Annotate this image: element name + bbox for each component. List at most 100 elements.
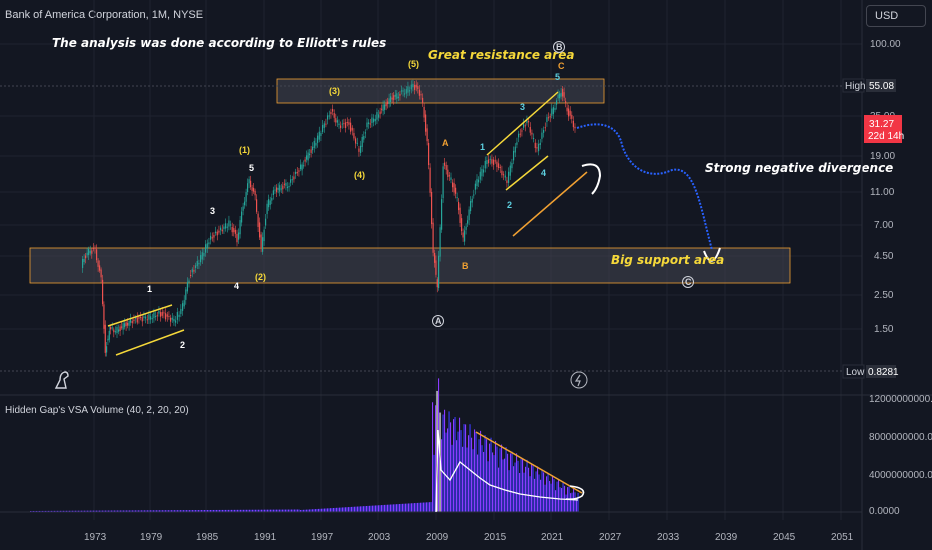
wave-label: 3 xyxy=(520,102,525,112)
wave-label: 4 xyxy=(541,168,546,178)
volume-bar xyxy=(255,509,257,512)
volume-bar xyxy=(138,510,140,512)
volume-bar xyxy=(510,453,512,512)
candle-body xyxy=(336,120,338,123)
candle-body xyxy=(122,323,124,330)
volume-bar xyxy=(315,509,317,512)
volume-bar xyxy=(465,424,467,512)
wave-label: 5 xyxy=(249,163,254,173)
candle-body xyxy=(543,129,545,133)
candle-body xyxy=(125,322,127,327)
candle-body xyxy=(254,190,256,196)
time-tick: 1997 xyxy=(311,532,334,543)
candle-body xyxy=(467,220,469,224)
volume-bar xyxy=(256,509,258,512)
candle-body xyxy=(176,312,178,320)
volume-bar xyxy=(417,502,419,512)
candle-body xyxy=(569,110,571,116)
candle-body xyxy=(439,227,441,257)
volume-bar xyxy=(292,509,294,512)
volume-bar xyxy=(165,510,167,512)
volume-bar xyxy=(456,440,458,512)
lightning-icon[interactable] xyxy=(570,371,588,389)
candle-body xyxy=(343,123,345,125)
candle-body xyxy=(425,114,427,132)
volume-bar xyxy=(516,453,518,512)
candle-body xyxy=(280,188,282,190)
candle-body xyxy=(557,94,559,99)
volume-bar xyxy=(154,510,156,512)
candle-body xyxy=(496,161,498,168)
volume-bar xyxy=(175,510,177,512)
volume-bar xyxy=(384,504,386,512)
currency-button[interactable]: USD xyxy=(866,5,926,27)
candle-body xyxy=(549,116,551,118)
volume-bar xyxy=(151,510,153,512)
candle-body xyxy=(253,187,255,192)
volume-bar xyxy=(163,510,165,512)
volume-bar xyxy=(385,504,387,512)
trend-arrow-line xyxy=(512,171,588,237)
candle-body xyxy=(340,125,342,128)
volume-bar xyxy=(189,510,191,512)
candle-body xyxy=(99,265,101,271)
volume-bar xyxy=(393,504,395,512)
volume-bar xyxy=(543,472,545,512)
candle-body xyxy=(300,164,302,170)
volume-bar xyxy=(523,472,525,512)
time-axis[interactable]: 1973 1979 1985 1991 1997 2003 2009 2015 2021 2027… xyxy=(84,532,854,543)
volume-bar xyxy=(115,510,117,512)
volume-bar xyxy=(349,507,351,512)
candle-body xyxy=(121,326,123,328)
candle-body xyxy=(325,123,327,125)
volume-bar xyxy=(538,474,540,512)
candle-body xyxy=(474,183,476,190)
volume-bar xyxy=(72,510,74,512)
volume-bar xyxy=(288,509,290,512)
volume-bar xyxy=(93,510,95,512)
volume-bar xyxy=(63,510,65,512)
tradingview-dino-icon[interactable] xyxy=(54,371,69,389)
volume-bar xyxy=(526,459,528,512)
volume-bar xyxy=(522,458,524,512)
volume-bar xyxy=(57,510,59,512)
projection-path xyxy=(576,123,713,251)
candle-body xyxy=(128,321,130,326)
support-zone[interactable] xyxy=(29,247,791,284)
time-tick: 2045 xyxy=(773,532,796,543)
volume-bar xyxy=(381,505,383,512)
candle-body xyxy=(364,132,366,134)
volume-bar xyxy=(147,510,149,512)
high-marker: High 55.08 xyxy=(842,78,896,93)
volume-bar xyxy=(232,509,234,512)
candle-body xyxy=(400,90,403,92)
candle-body xyxy=(442,166,444,199)
volume-bar xyxy=(379,505,381,512)
candle-body xyxy=(226,226,228,228)
volume-bar xyxy=(91,510,93,512)
candle-body xyxy=(379,111,381,115)
candle-body xyxy=(195,265,197,268)
candle-body xyxy=(111,327,113,329)
time-tick: 2033 xyxy=(657,532,680,543)
candle-body xyxy=(218,230,220,233)
volume-bar xyxy=(472,449,474,512)
svg-text:B: B xyxy=(556,42,563,52)
candle-body xyxy=(438,255,440,288)
candle-body xyxy=(234,229,236,234)
volume-bar xyxy=(367,505,369,512)
volume-axis[interactable]: 12000000000.00 8000000000.00 4000000000.… xyxy=(869,394,932,517)
volume-bar xyxy=(427,502,429,512)
candle-body xyxy=(291,179,293,181)
volume-bar xyxy=(321,508,323,512)
candle-body xyxy=(313,140,315,148)
candle-body xyxy=(257,213,259,227)
volume-bar xyxy=(234,509,236,512)
volume-bar xyxy=(81,510,83,512)
resistance-zone[interactable] xyxy=(276,78,605,104)
volume-bar xyxy=(265,509,267,512)
candle-body xyxy=(135,317,137,319)
volume-bar xyxy=(532,465,534,512)
candle-body xyxy=(323,123,325,128)
